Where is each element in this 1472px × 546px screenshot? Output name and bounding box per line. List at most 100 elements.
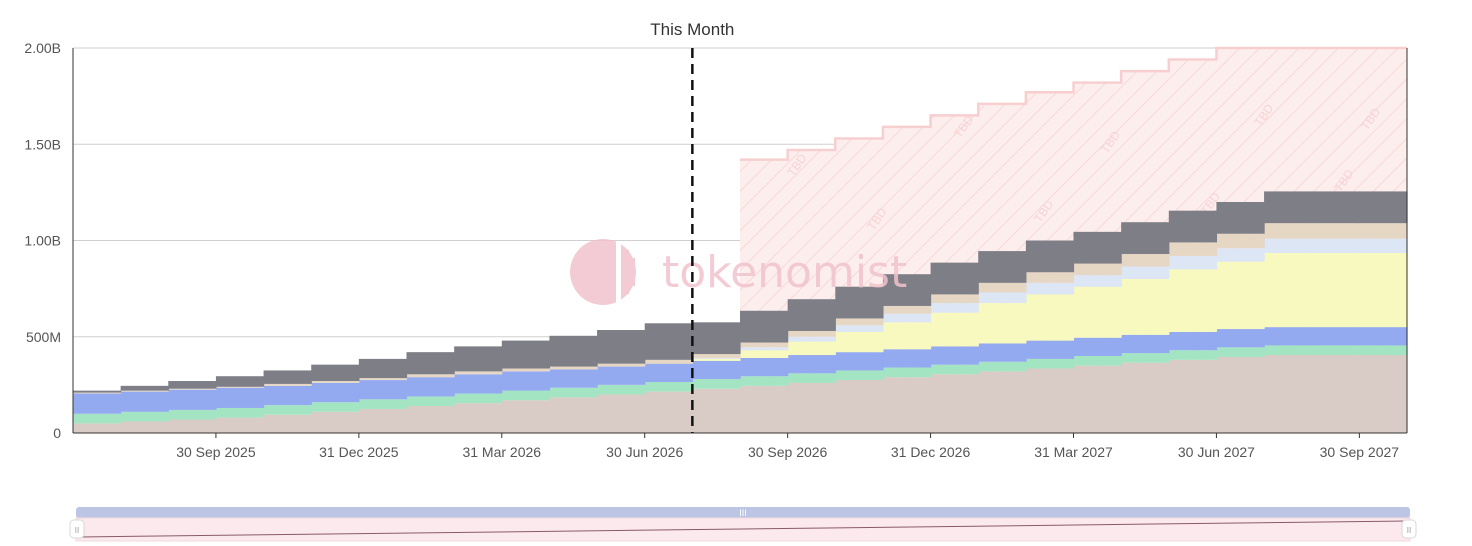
series-5-step <box>406 374 455 378</box>
series-5-step <box>168 388 217 390</box>
series-1-step <box>1311 345 1360 356</box>
series-5-step <box>1121 253 1170 267</box>
x-tick-label: 31 Dec 2025 <box>319 444 399 460</box>
series-6-step <box>1264 191 1313 224</box>
series-4-step <box>1359 238 1408 254</box>
series-3-step <box>1311 253 1360 328</box>
series-6-step <box>1121 222 1170 254</box>
series-2-step <box>358 380 408 400</box>
y-tick-label: 500M <box>26 329 61 345</box>
x-tick-label: 31 Dec 2026 <box>891 444 971 460</box>
series-2-step <box>692 360 741 380</box>
series-6-step <box>1025 240 1075 273</box>
series-1-step <box>882 367 932 378</box>
series-4-step <box>978 292 1027 304</box>
x-tick-label: 31 Mar 2027 <box>1034 444 1113 460</box>
series-1-step <box>215 407 265 418</box>
logo-bar-icon <box>632 258 635 286</box>
series-1-step <box>644 381 693 392</box>
series-1-step <box>1121 353 1170 363</box>
zoom-slider-left-handle[interactable] <box>69 519 85 539</box>
series-5-step <box>358 378 408 381</box>
series-2-step <box>1264 327 1313 346</box>
series-1-step <box>73 413 122 424</box>
series-5-step <box>1359 223 1408 239</box>
series-4-step <box>882 313 932 323</box>
series-2-step <box>1168 331 1218 351</box>
y-tick-label: 2.00B <box>24 40 61 56</box>
series-2-step <box>454 374 503 394</box>
series-3-step <box>740 350 789 358</box>
series-0-step <box>73 423 122 433</box>
series-5-step <box>549 366 598 370</box>
series-0-step <box>454 403 503 433</box>
series-2-step <box>1121 334 1170 354</box>
zoom-slider-preview-line <box>79 520 1407 538</box>
series-4-step <box>1264 238 1313 254</box>
series-4 <box>692 238 1408 359</box>
series-6-step <box>501 340 551 369</box>
series-5-step <box>1025 272 1075 283</box>
series-6-step <box>454 346 503 372</box>
series-0-step <box>120 421 169 433</box>
series-4-step <box>1025 282 1075 295</box>
x-tick-label: 30 Jun 2026 <box>606 444 683 460</box>
series-6-step <box>835 286 884 319</box>
series-3-step <box>930 312 979 347</box>
series-6-step <box>120 385 169 391</box>
series-1-step <box>835 370 884 381</box>
y-tick-label: 1.50B <box>24 136 61 152</box>
y-tick-label: 1.00B <box>24 233 61 249</box>
series-3-step <box>1264 253 1313 328</box>
zoom-slider-right-handle[interactable] <box>1401 519 1417 539</box>
zoom-slider[interactable]: III II II <box>69 507 1417 542</box>
zoom-slider-bar[interactable] <box>76 507 1410 518</box>
series-5-step <box>930 294 979 304</box>
series-1-step <box>787 373 836 383</box>
series-6-step <box>1311 191 1360 224</box>
series-6-step <box>740 310 789 343</box>
series-0-step <box>787 382 836 433</box>
series-5-step <box>882 305 932 314</box>
series-3-step <box>692 358 741 361</box>
series-3 <box>692 253 1408 361</box>
series-0-step <box>1359 355 1408 433</box>
series-2-step <box>73 393 122 414</box>
series-6-step <box>263 370 312 384</box>
watermark-text: tokenomist <box>662 247 907 298</box>
series-6-step <box>1073 231 1122 264</box>
series-1-step <box>1359 345 1408 356</box>
series-2-step <box>978 343 1027 362</box>
series-4-step <box>835 325 884 332</box>
series-3-step <box>882 322 932 350</box>
series-5-step <box>835 318 884 326</box>
logo-bar-icon <box>625 250 629 294</box>
series-6 <box>73 191 1408 393</box>
series-1-step <box>120 411 169 422</box>
zoom-slider-grip-icon[interactable]: III <box>739 508 747 518</box>
series-0-step <box>978 371 1027 433</box>
series-2-step <box>311 382 360 403</box>
series-6-step <box>1216 202 1265 234</box>
series-6-step <box>1168 210 1218 243</box>
series-6-step <box>406 352 455 375</box>
series-4-step <box>740 347 789 351</box>
series-1-step <box>263 405 312 415</box>
y-tick-label: 0 <box>53 425 61 441</box>
series-1-step <box>358 399 408 409</box>
series-2-step <box>644 363 693 382</box>
series-0-step <box>1121 362 1170 433</box>
series-2-step <box>263 385 312 406</box>
series-5-step <box>215 386 265 388</box>
series-6-step <box>358 358 408 379</box>
axes <box>72 48 1408 438</box>
series-6-step <box>311 364 360 382</box>
series-4-step <box>930 303 979 313</box>
series-3-step <box>1216 261 1265 330</box>
series-5-step <box>597 363 646 367</box>
series-1-step <box>597 384 646 395</box>
series-0-step <box>215 417 265 433</box>
series-6-step <box>644 323 693 360</box>
series-3-step <box>978 303 1027 344</box>
